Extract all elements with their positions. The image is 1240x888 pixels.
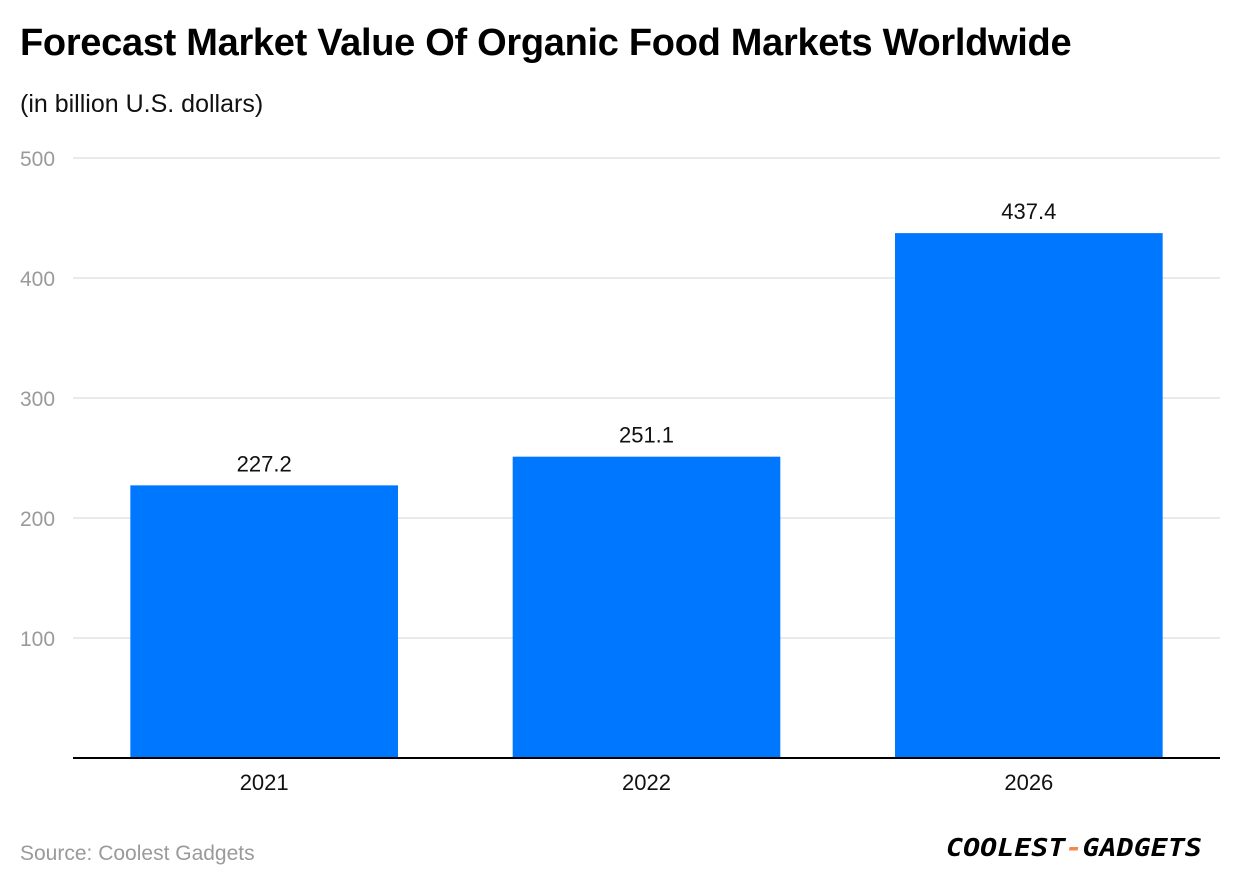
coolest-gadgets-logo: COOLEST -GADGETS [946,833,1202,862]
y-tick-label-100: 100 [20,628,55,651]
chart-subtitle: (in billion U.S. dollars) [20,90,264,118]
y-tick-label-300: 300 [20,388,55,411]
svg-text:COOLEST-GADGETS: COOLEST -GADGETS [946,833,1202,862]
y-tick-label-200: 200 [20,508,55,531]
data-label-2021: 227.2 [237,451,292,476]
bar-chart: 100 200 300 400 500 227.2 2021 251.1 2022 437.4 20… [20,148,1220,795]
x-tick-label-2026: 2026 [1004,770,1053,795]
chart-title: Forecast Market Value Of Organic Food Ma… [20,22,1072,64]
bar-2021 [130,485,398,758]
y-tick-label-500: 500 [20,148,55,171]
bar-2022 [512,456,781,758]
data-label-2022: 251.1 [619,423,674,448]
x-tick-label-2022: 2022 [622,770,671,795]
source-note: Source: Coolest Gadgets [20,842,255,865]
data-label-2026: 437.4 [1001,199,1056,224]
x-tick-label-2021: 2021 [240,770,289,795]
bar-2026 [895,233,1163,758]
y-tick-label-400: 400 [20,268,55,291]
